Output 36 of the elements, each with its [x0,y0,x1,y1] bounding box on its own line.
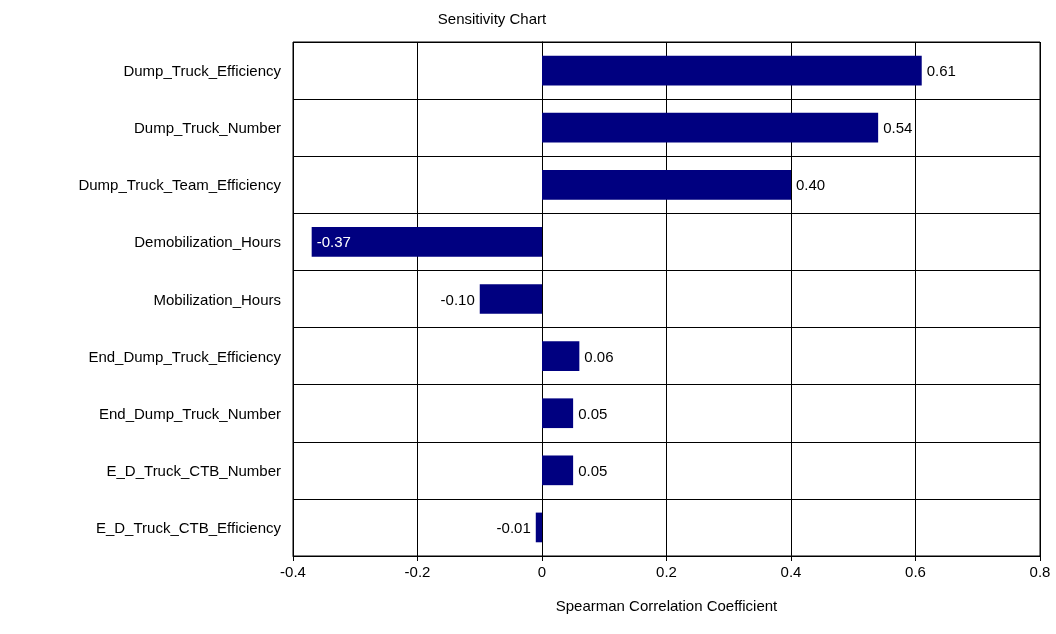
x-tick-label: -0.2 [404,563,431,580]
bar [479,284,542,314]
x-tick-label: 0 [537,563,547,580]
y-tick-label: Mobilization_Hours [153,290,281,308]
data-label: 0.54 [883,119,913,137]
data-label: 0.05 [578,461,608,479]
bar [542,398,574,429]
bar [542,55,922,86]
data-label: 0.61 [926,62,956,80]
y-tick-label: End_Dump_Truck_Number [98,404,281,422]
y-tick-label: E_D_Truck_CTB_Efficiency [95,518,282,536]
bar [542,341,580,371]
x-tick-label: 0.8 [1029,563,1051,580]
data-label: -0.10 [440,290,475,308]
y-tick-label: Dump_Truck_Efficiency [123,62,282,80]
chart-title: Sensitivity Chart [437,10,548,27]
y-tick-label: End_Dump_Truck_Efficiency [88,347,282,365]
data-label: -0.01 [496,518,531,536]
y-tick-label: Demobilization_Hours [134,233,281,251]
data-label: 0.06 [584,347,614,365]
y-tick-label: E_D_Truck_CTB_Number [106,461,281,479]
bar [311,227,542,257]
x-tick-label: -0.4 [280,563,306,580]
bar [542,112,879,143]
x-tick-label: 0.4 [780,563,802,580]
bar [542,169,791,200]
x-tick-label: 0.2 [656,563,677,580]
data-label: 0.40 [796,176,826,194]
x-axis-title: Spearman Correlation Coefficient [555,597,779,614]
y-tick-label: Dump_Truck_Team_Efficiency [78,176,282,194]
bar [535,512,542,543]
y-tick-label: Dump_Truck_Number [134,119,281,137]
data-label: 0.05 [578,404,608,422]
bar [542,455,574,486]
data-label: -0.37 [316,233,351,251]
x-tick-label: 0.6 [905,563,926,580]
